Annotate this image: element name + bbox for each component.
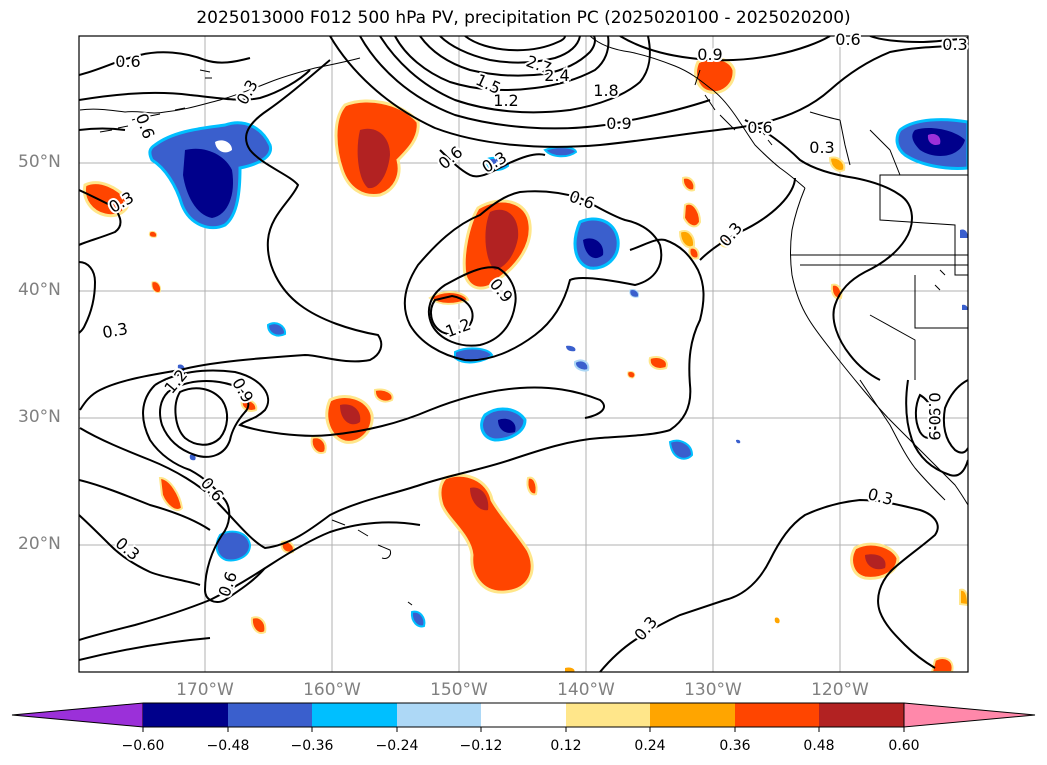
contour-label: 0.6 [115, 52, 140, 71]
precip-negative-regions [148, 118, 968, 628]
contour-label: 0.9 [925, 392, 944, 417]
contour-0.9-center [427, 266, 517, 347]
lon-label: 120°W [811, 680, 869, 700]
contour-1.2-center [429, 294, 474, 336]
contour-1.2-lower [174, 387, 228, 446]
colorbar-segment [819, 703, 904, 727]
lon-label: 140°W [557, 680, 615, 700]
colorbar-extend-right [903, 702, 1036, 728]
contour-label: 0.9 [925, 415, 944, 440]
contour-label: 0.9 [697, 45, 722, 64]
colorbar-tick-label: 0.60 [888, 738, 920, 754]
colorbar-tick-label: −0.48 [206, 738, 250, 754]
colorbar-tick-label: 0.36 [719, 738, 751, 754]
colorbar [11, 702, 1036, 732]
contour-label: 0.3 [809, 138, 834, 157]
contour-0.9-jet [359, 36, 711, 130]
lon-label: 160°W [303, 680, 361, 700]
contour-label: 0.3 [942, 35, 967, 54]
contour-label: 2.4 [544, 66, 569, 85]
lat-label: 40°N [18, 280, 61, 300]
colorbar-tick-label: −0.12 [459, 738, 503, 754]
contour-label: 0.6 [835, 30, 860, 49]
map-title: 2025013000 F012 500 hPa PV, precipitatio… [196, 8, 851, 28]
lon-label: 150°W [430, 680, 488, 700]
colorbar-segment [397, 703, 481, 727]
contour-0.6-center [439, 149, 546, 178]
colorbar-tick-label: −0.24 [375, 738, 419, 754]
colorbar-segment [481, 703, 566, 727]
colorbar-tick-label: 0.48 [803, 738, 835, 754]
coastlines [79, 36, 968, 606]
lon-label: 170°W [176, 680, 234, 700]
contour-0.3-south [599, 498, 939, 672]
contour-0.3-large [79, 238, 705, 550]
contour-0.6-lower [154, 369, 605, 437]
colorbar-segment [228, 703, 312, 727]
contour-0.9-lower [159, 380, 250, 458]
pv-contours [79, 36, 968, 672]
lat-label: 30°N [18, 407, 61, 427]
contour-label: 0.9 [606, 114, 631, 133]
colorbar-extend-left [11, 702, 144, 728]
lon-label: 130°W [684, 680, 742, 700]
colorbar-segment [143, 703, 228, 727]
map-plot-area [79, 36, 968, 672]
colorbar-segment [566, 703, 650, 727]
contour-0.6-north [79, 51, 251, 76]
colorbar-segment [312, 703, 397, 727]
colorbar-tick-label: −0.60 [121, 738, 165, 754]
lat-label: 20°N [18, 534, 61, 554]
contour-0.3-bering [79, 59, 383, 411]
colorbar-tick-label: −0.36 [290, 738, 334, 754]
colorbar-segment [735, 703, 819, 727]
lat-label: 50°N [18, 152, 61, 172]
contour-label: 1.8 [593, 81, 618, 100]
colorbar-segment [650, 703, 735, 727]
contour-2.7-jet [394, 36, 610, 91]
contour-label: 0.6 [747, 118, 772, 137]
colorbar-tick-label: 0.24 [634, 738, 666, 754]
contour-label: 1.2 [493, 91, 518, 110]
contour-0.3-east [744, 119, 913, 381]
precip-blob-hawaii-east [438, 473, 534, 594]
map-frame [78, 35, 969, 673]
colorbar-tick-label: 0.12 [550, 738, 582, 754]
